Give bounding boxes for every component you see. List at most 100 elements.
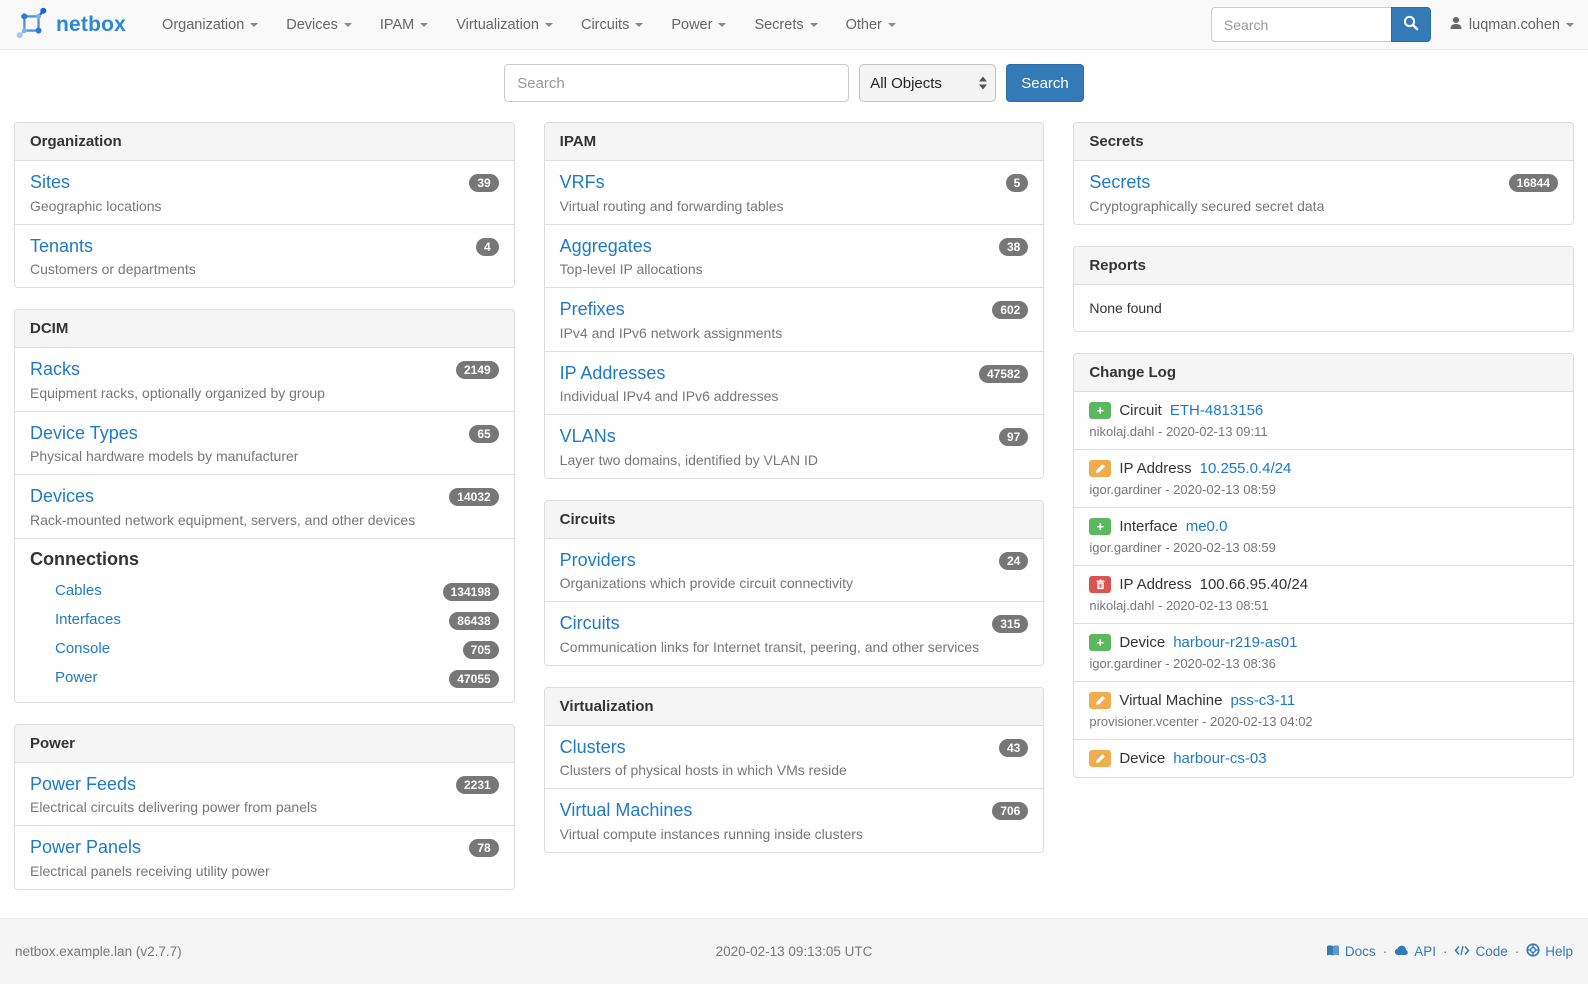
menu-label: Power — [671, 16, 713, 33]
item-description: Virtual routing and forwarding tables — [559, 197, 784, 214]
object-link[interactable]: 10.255.0.4/24 — [1199, 459, 1292, 477]
username: luqman.cohen — [1468, 16, 1560, 33]
menu-other[interactable]: Other — [832, 0, 910, 49]
object-type: IP Address — [1119, 575, 1192, 593]
power-feeds-link[interactable]: Power Feeds — [30, 773, 137, 794]
chevron-down-icon — [544, 22, 553, 27]
navbar-search-input[interactable] — [1210, 7, 1391, 42]
navbar-search-button[interactable] — [1390, 7, 1431, 42]
connections-heading: Connections — [30, 548, 140, 569]
footer-hostname-version: netbox.example.lan (v2.7.7) — [15, 944, 182, 959]
panel-title: Change Log — [1074, 353, 1574, 392]
list-item: Providers 24 Organizations which provide… — [545, 539, 1044, 602]
list-item: VRFs 5 Virtual routing and forwarding ta… — [545, 161, 1044, 224]
chevron-down-icon — [809, 22, 818, 27]
entry-meta: nikolaj.dahl - 2020-02-13 08:51 — [1089, 597, 1269, 613]
vrfs-link[interactable]: VRFs — [559, 172, 605, 192]
list-item: Prefixes 602 IPv4 and IPv6 network assig… — [544, 287, 1044, 351]
tenants-link[interactable]: Tenants — [30, 235, 94, 256]
prefixes-link[interactable]: Prefixes — [559, 299, 625, 319]
entry-meta: nikolaj.dahl - 2020-02-13 09:11 — [1089, 423, 1268, 439]
power-link[interactable]: Power — [55, 668, 98, 686]
object-link[interactable]: pss-c3-11 — [1230, 691, 1296, 709]
user-icon — [1449, 16, 1463, 34]
plus-icon: + — [1089, 401, 1112, 419]
console-link[interactable]: Console — [55, 639, 111, 657]
changelog-entry: Device harbour-cs-03 — [1074, 738, 1574, 777]
panel-title: Secrets — [1074, 123, 1574, 161]
circuits-link[interactable]: Circuits — [559, 613, 620, 633]
panel-secrets: Secrets Secrets 16844 Cryptographically … — [1073, 122, 1575, 225]
item-description: Geographic locations — [30, 197, 162, 214]
object-link[interactable]: me0.0 — [1185, 517, 1228, 535]
list-item: Clusters 43 Clusters of physical hosts i… — [545, 726, 1044, 789]
global-search-input[interactable] — [504, 64, 850, 102]
item-description: Equipment racks, optionally organized by… — [30, 384, 325, 401]
clusters-link[interactable]: Clusters — [559, 736, 626, 757]
vlans-link[interactable]: VLANs — [559, 426, 616, 446]
menu-ipam[interactable]: IPAM — [366, 0, 442, 49]
help-link[interactable]: Help — [1526, 943, 1573, 960]
object-type: Circuit — [1119, 401, 1162, 419]
count-badge: 134198 — [442, 582, 499, 601]
aggregates-link[interactable]: Aggregates — [559, 235, 652, 256]
menu-devices[interactable]: Devices — [272, 0, 366, 49]
ip-addresses-link[interactable]: IP Addresses — [559, 362, 666, 383]
object-type: Device — [1119, 633, 1166, 651]
entry-meta: igor.gardiner - 2020-02-13 08:59 — [1089, 481, 1276, 497]
item-description: Clusters of physical hosts in which VMs … — [559, 762, 847, 778]
list-item: Devices 14032 Rack-mounted network equip… — [15, 474, 514, 538]
racks-link[interactable]: Racks — [30, 359, 81, 379]
object-link[interactable]: harbour-r219-as01 — [1173, 633, 1298, 651]
interfaces-link[interactable]: Interfaces — [55, 610, 121, 628]
docs-link[interactable]: Docs — [1326, 944, 1376, 960]
object-link[interactable]: ETH-4813156 — [1169, 401, 1264, 419]
user-menu[interactable]: luqman.cohen — [1449, 16, 1574, 34]
connection-row: Interfaces 86438 — [30, 605, 499, 634]
search-scope-select[interactable]: All Objects — [859, 64, 997, 102]
list-item: VLANs 97 Layer two domains, identified b… — [544, 414, 1044, 478]
trash-icon — [1089, 575, 1112, 593]
power-panels-link[interactable]: Power Panels — [30, 837, 142, 857]
panel-changelog: Change Log + Circuit ETH-4813156 nikolaj… — [1073, 352, 1575, 778]
cables-link[interactable]: Cables — [55, 581, 102, 599]
chevron-down-icon — [718, 22, 727, 27]
panel-dcim: DCIM Racks 2149 Equipment racks, optiona… — [14, 309, 515, 703]
menu-secrets[interactable]: Secrets — [740, 0, 831, 49]
panel-reports: Reports None found — [1073, 245, 1575, 332]
providers-link[interactable]: Providers — [559, 549, 636, 570]
panel-title: Circuits — [544, 500, 1044, 539]
device-types-link[interactable]: Device Types — [30, 422, 138, 443]
chevron-down-icon — [343, 22, 352, 27]
panel-title: Power — [15, 724, 514, 763]
pencil-icon — [1089, 749, 1112, 767]
menu-power[interactable]: Power — [657, 0, 740, 49]
netbox-brand[interactable]: netbox — [14, 6, 148, 43]
object-link[interactable]: harbour-cs-03 — [1173, 749, 1267, 767]
secrets-link[interactable]: Secrets — [1089, 172, 1151, 192]
sites-link[interactable]: Sites — [30, 172, 71, 192]
count-badge: 706 — [992, 802, 1029, 820]
menu-virtualization[interactable]: Virtualization — [442, 0, 567, 49]
count-badge: 38 — [998, 237, 1029, 256]
panel-title: DCIM — [15, 310, 514, 348]
chevron-down-icon — [887, 22, 896, 27]
api-link[interactable]: API — [1394, 944, 1436, 959]
menu-circuits[interactable]: Circuits — [567, 0, 657, 49]
code-link[interactable]: Code — [1454, 944, 1508, 959]
chevron-down-icon — [250, 22, 259, 27]
separator: · — [1514, 944, 1520, 959]
changelog-entry: IP Address 10.255.0.4/24 igor.gardiner -… — [1074, 448, 1574, 507]
virtual-machines-link[interactable]: Virtual Machines — [559, 800, 693, 820]
panel-ipam: IPAM VRFs 5 Virtual routing and forwardi… — [543, 122, 1045, 479]
count-badge: 24 — [998, 551, 1029, 570]
menu-label: Secrets — [754, 16, 804, 33]
menu-organization[interactable]: Organization — [148, 0, 272, 49]
item-description: Rack-mounted network equipment, servers,… — [30, 511, 416, 528]
count-badge: 78 — [469, 839, 499, 857]
list-item: Tenants 4 Customers or departments — [15, 223, 514, 288]
devices-link[interactable]: Devices — [30, 486, 95, 506]
item-description: Communication links for Internet transit… — [559, 638, 980, 655]
global-search-button[interactable]: Search — [1006, 64, 1084, 102]
plus-icon: + — [1089, 517, 1112, 535]
